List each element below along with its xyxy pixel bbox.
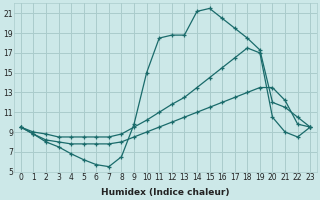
X-axis label: Humidex (Indice chaleur): Humidex (Indice chaleur) [101, 188, 230, 197]
